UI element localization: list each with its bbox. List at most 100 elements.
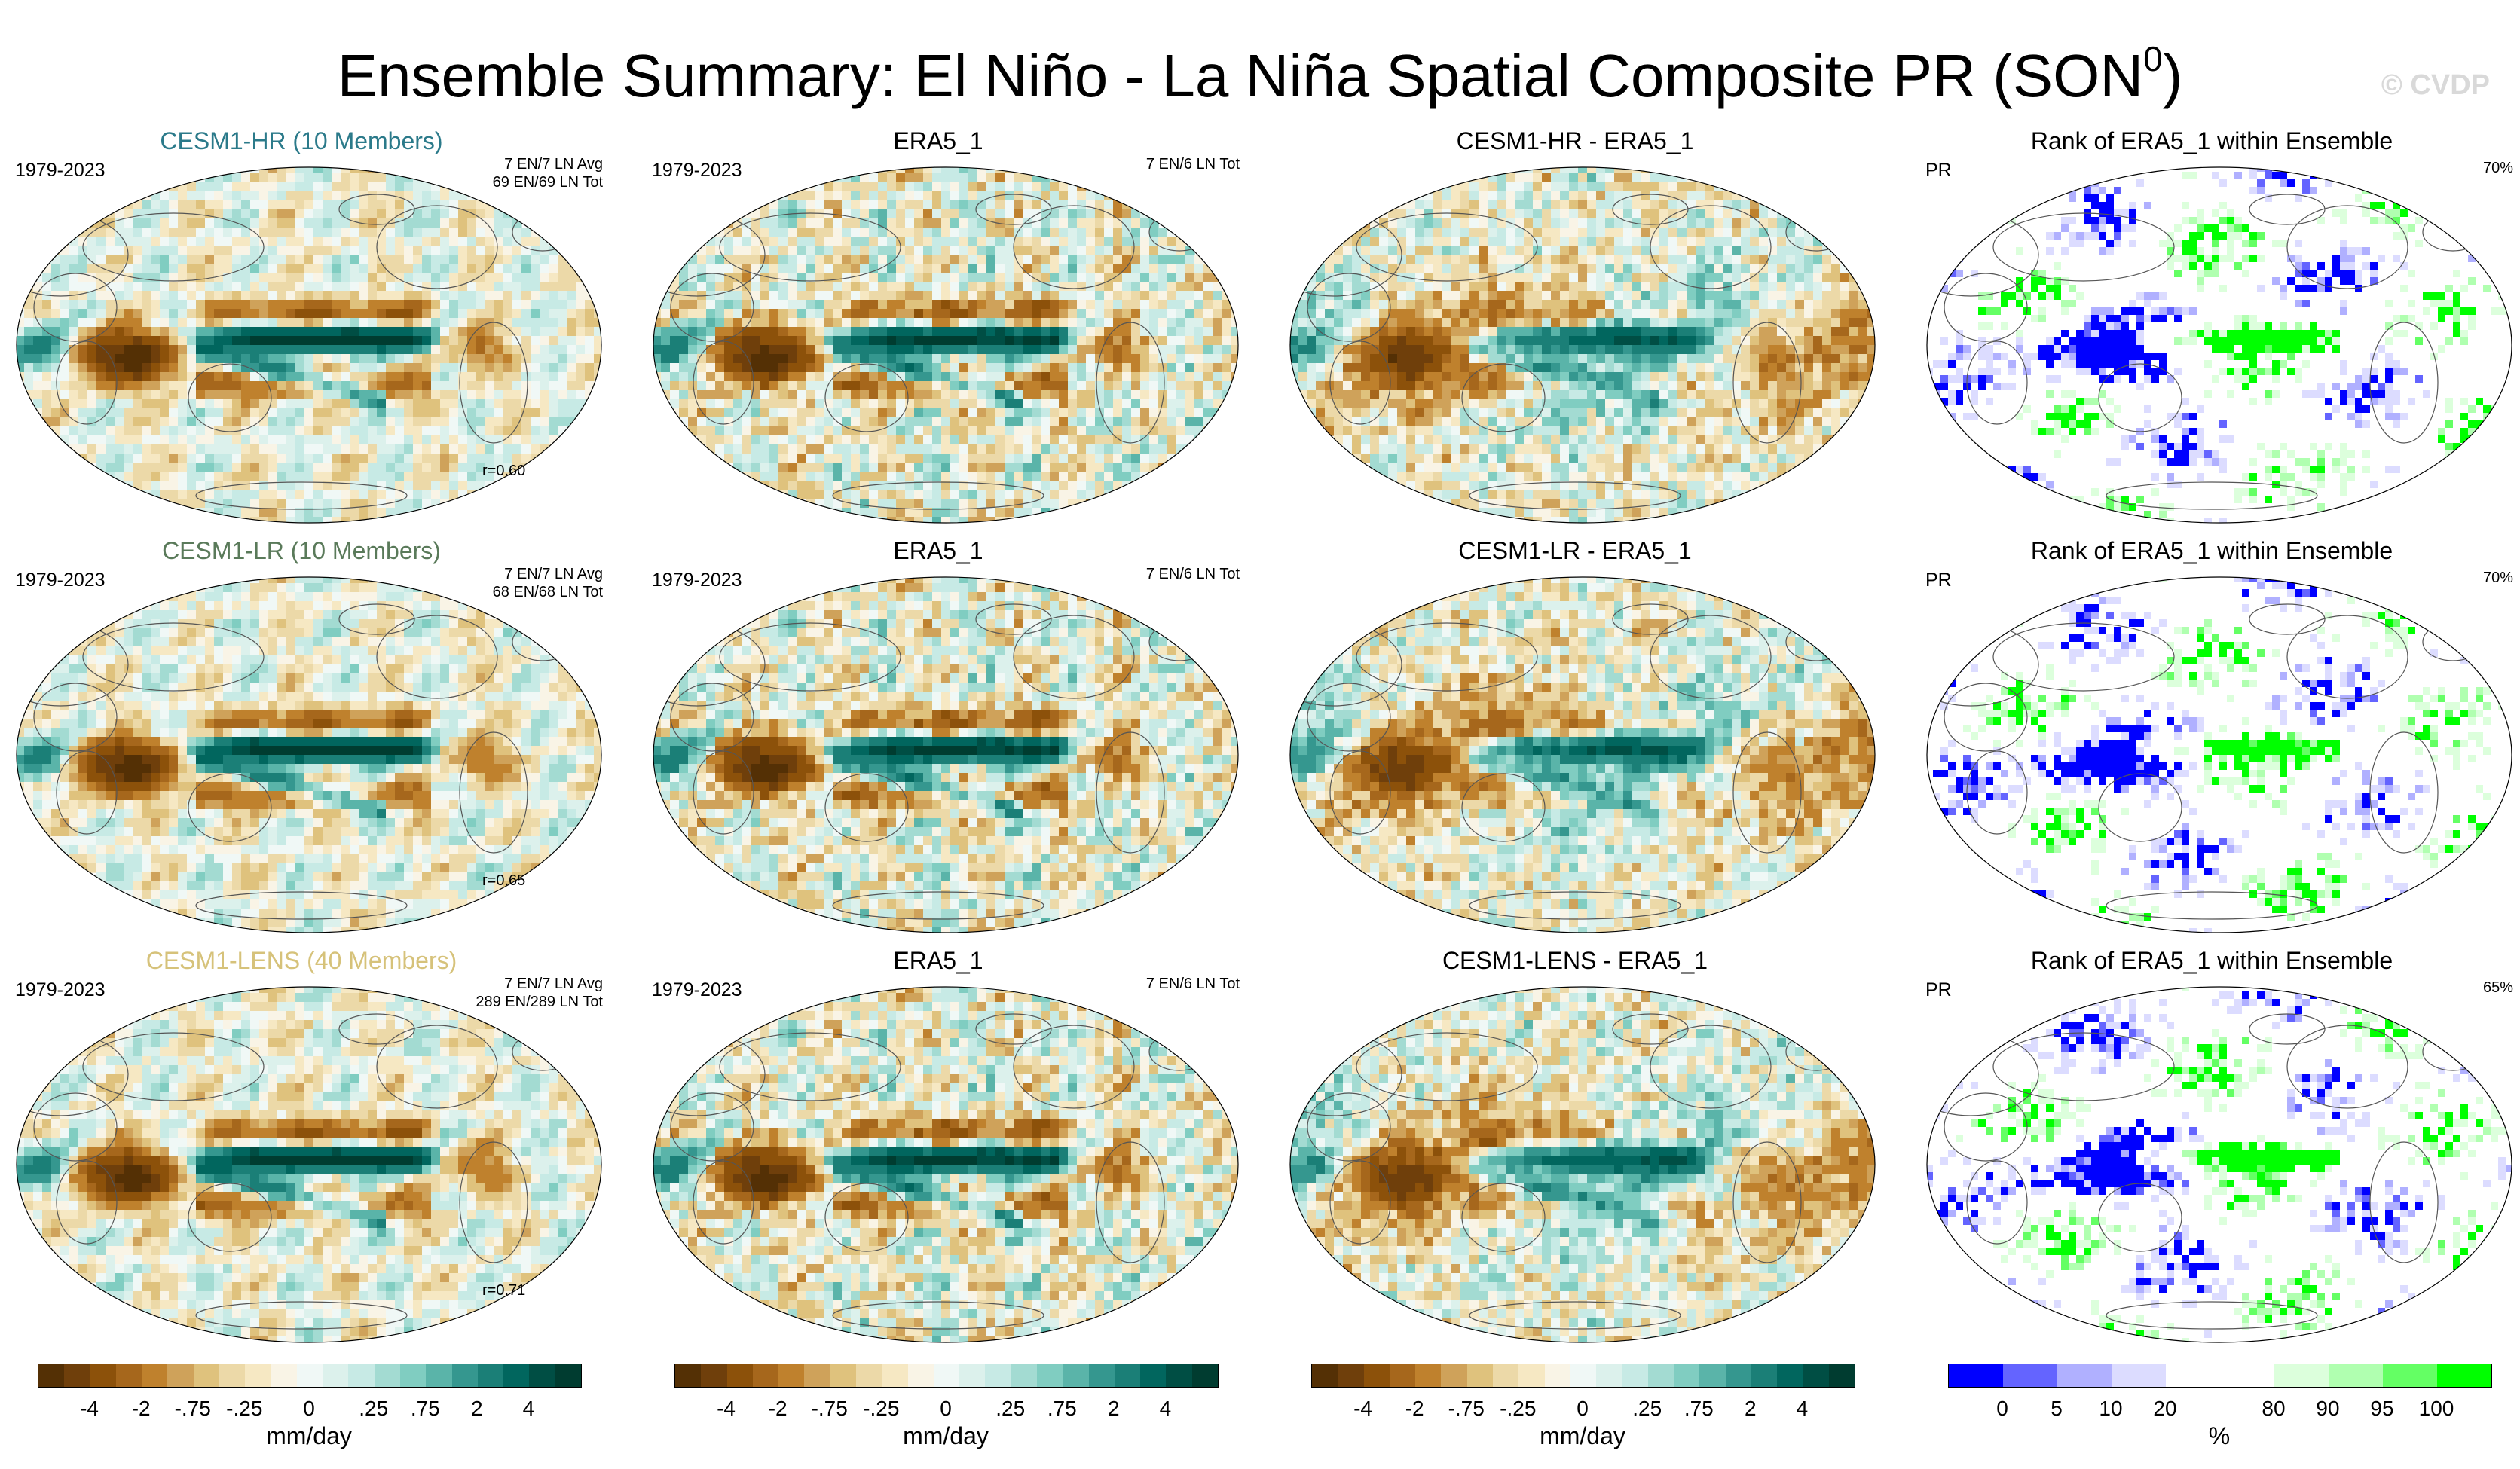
- map-cell: [1641, 182, 1651, 192]
- map-cell: [1442, 237, 1452, 246]
- map-cell: [142, 390, 151, 400]
- map-cell: [277, 426, 287, 436]
- map-cell: [670, 390, 680, 400]
- map-cell: [815, 345, 824, 355]
- map-cell: [1068, 218, 1078, 228]
- map-cell: [1113, 246, 1123, 255]
- map-cell: [142, 363, 151, 373]
- map-cell: [1222, 300, 1231, 310]
- map-cell: [494, 426, 504, 436]
- map-cell: [187, 182, 197, 192]
- map-cell: [941, 399, 951, 409]
- map-cell: [851, 255, 861, 264]
- map-cell: [1059, 273, 1069, 282]
- map-cell: [1131, 417, 1141, 427]
- map-cell: [223, 191, 233, 201]
- map-cell: [1334, 300, 1344, 310]
- map-cell: [1194, 372, 1204, 382]
- map-cell: [151, 472, 161, 481]
- map-cell: [1433, 191, 1443, 201]
- map-cell: [521, 372, 531, 382]
- map-cell: [1095, 228, 1105, 237]
- map-cell: [1687, 264, 1696, 273]
- map-cell: [715, 381, 725, 391]
- map-cell: [1050, 426, 1060, 436]
- map-cell: [1479, 264, 1488, 273]
- map-cell: [1140, 390, 1150, 400]
- map-cell: [1705, 273, 1714, 282]
- map-cell: [1086, 282, 1096, 292]
- map-cell: [1705, 228, 1714, 237]
- map-cell: [1605, 228, 1615, 237]
- map-cell: [851, 173, 861, 183]
- map-cell: [323, 490, 332, 499]
- map-cell: [1587, 291, 1597, 301]
- map-cell: [196, 372, 206, 382]
- map-cell: [688, 246, 698, 255]
- map-cell: [697, 300, 707, 310]
- map-cell: [124, 345, 133, 355]
- map-cell: [259, 499, 269, 508]
- map-cell: [250, 300, 260, 310]
- map-cell: [959, 167, 969, 174]
- map-cell: [706, 273, 716, 282]
- map-cell: [905, 390, 915, 400]
- map-cell: [124, 318, 133, 328]
- map-cell: [422, 228, 432, 237]
- map-cell: [404, 336, 414, 346]
- map-cell: [1095, 435, 1105, 445]
- map-cell: [1497, 291, 1506, 301]
- map-cell: [286, 200, 296, 210]
- map-cell: [485, 363, 495, 373]
- map-cell: [133, 399, 142, 409]
- map-cell: [715, 408, 725, 418]
- map-cell: [169, 218, 179, 228]
- map-cell: [733, 435, 743, 445]
- map-cell: [323, 399, 332, 409]
- map-cell: [304, 336, 314, 346]
- map-cell: [359, 508, 369, 518]
- map-cell: [476, 472, 486, 481]
- map-cell: [923, 372, 933, 382]
- map-cell: [1768, 218, 1778, 228]
- map-cell: [724, 246, 734, 255]
- map-cell: [878, 444, 888, 454]
- map-cell: [1668, 255, 1678, 264]
- map-cell: [494, 444, 504, 454]
- map-cell: [986, 237, 996, 246]
- map-cell: [313, 182, 323, 192]
- map-cell: [1014, 300, 1023, 310]
- map-cell: [377, 318, 387, 328]
- map-cell: [1185, 372, 1195, 382]
- map-cell: [205, 399, 215, 409]
- map-cell: [51, 291, 61, 301]
- map-cell: [1804, 291, 1814, 301]
- map-cell: [842, 354, 852, 364]
- map-cell: [377, 508, 387, 518]
- map-cell: [1813, 264, 1823, 273]
- map-cell: [178, 291, 188, 301]
- map-cell: [932, 508, 942, 518]
- map-cell: [277, 345, 287, 355]
- map-cell: [905, 408, 915, 418]
- map-cell: [751, 345, 761, 355]
- map-cell: [223, 182, 233, 192]
- map-cell: [1451, 300, 1461, 310]
- map-cell: [742, 444, 752, 454]
- map-cell: [313, 291, 323, 301]
- map-cell: [241, 499, 251, 508]
- map-cell: [1515, 173, 1525, 183]
- map-cell: [413, 336, 423, 346]
- map-cell: [797, 454, 806, 463]
- map-cell: [1750, 291, 1760, 301]
- map-cell: [878, 499, 888, 508]
- map-cell: [706, 345, 716, 355]
- map-cell: [87, 309, 97, 319]
- map-cell: [1668, 182, 1678, 192]
- map-cell: [869, 472, 879, 481]
- map-cell: [860, 200, 870, 210]
- map-cell: [232, 508, 242, 518]
- map-cell: [1488, 273, 1497, 282]
- map-cell: [1167, 255, 1177, 264]
- map-cell: [494, 228, 504, 237]
